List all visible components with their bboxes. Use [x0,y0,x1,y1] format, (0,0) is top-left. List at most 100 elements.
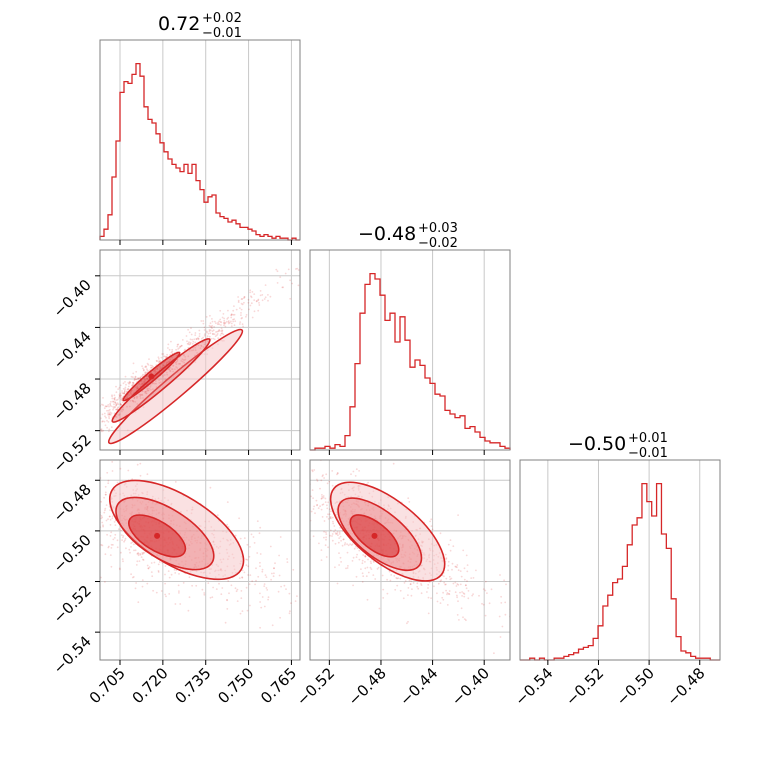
scatter-point [103,511,106,514]
scatter-point [122,382,125,385]
scatter-point [205,330,208,333]
scatter-point [167,347,169,349]
scatter-point [168,348,171,351]
scatter-point [410,580,413,583]
scatter-point [187,328,190,331]
scatter-point [146,564,149,567]
scatter-point [351,543,354,546]
scatter-point [83,427,85,429]
scatter-point [209,329,212,332]
scatter-point [107,412,110,414]
scatter-point [141,394,144,396]
scatter-point [33,464,35,466]
scatter-point [464,584,467,587]
scatter-point [215,331,217,333]
scatter-point [123,540,125,543]
scatter-point [212,329,215,332]
scatter-point [93,432,95,434]
scatter-point [122,409,125,411]
scatter-point [128,548,131,551]
scatter-point [186,343,189,345]
scatter-point [259,626,261,629]
scatter-point [213,333,216,336]
scatter-point [211,596,214,599]
scatter-point [116,539,119,542]
scatter-point [444,583,446,586]
scatter-point [203,326,206,329]
scatter-point [210,337,213,340]
scatter-point [259,565,261,568]
scatter-point [92,474,94,476]
scatter-point [109,515,111,518]
scatter-point [431,528,434,531]
scatter-point [376,568,379,570]
scatter-point [124,539,126,542]
scatter-point [230,314,233,316]
scatter-point [110,543,113,546]
scatter-point [108,416,110,418]
scatter-point [163,355,166,358]
scatter-point [241,569,244,572]
scatter-point [133,397,136,399]
scatter-point [303,532,305,534]
scatter-point [429,520,431,523]
scatter-point [223,321,226,324]
scatter-point [202,320,205,322]
scatter-point [136,397,138,399]
scatter-point [247,574,250,576]
scatter-point [211,324,214,327]
x-tick-label-2-0: −0.54 [511,664,556,709]
scatter-point [243,297,245,299]
scatter-point [392,462,395,465]
scatter-point [167,343,170,346]
scatter-point [116,481,119,484]
scatter-point [267,299,269,302]
scatter-point [278,554,280,557]
scatter-point [145,365,147,368]
panel-frame [309,249,511,451]
scatter-point [358,470,360,472]
scatter-point [146,362,149,365]
scatter-point [187,355,190,358]
scatter-point [179,363,181,365]
scatter-point [499,636,502,638]
scatter-point [240,298,243,300]
scatter-point [463,593,466,595]
scatter-point [95,420,97,422]
scatter-point [102,420,104,422]
scatter-point [115,408,118,411]
scatter-point [96,409,98,411]
scatter-point [354,475,357,477]
scatter-point [158,379,161,382]
scatter-point [87,419,89,421]
scatter-point [447,543,450,546]
scatter-point [420,592,423,595]
scatter-point [243,296,246,298]
scatter-point [144,391,146,394]
scatter-point [55,490,57,492]
title-1-main: −0.48 [358,223,416,245]
scatter-point [101,430,103,433]
scatter-point [149,385,152,388]
scatter-point [96,438,98,440]
scatter-point [115,416,118,418]
scatter-point [111,395,113,398]
scatter-point [188,596,191,599]
scatter-point [144,371,147,373]
scatter-point [212,337,215,340]
scatter-point [320,559,323,561]
scatter-point [273,567,275,570]
scatter-point [209,325,212,328]
scatter-point [224,321,227,324]
scatter-point [223,322,226,325]
scatter-point [360,568,362,570]
scatter-point [146,388,149,390]
scatter-point [339,535,342,538]
scatter-point [111,461,114,463]
scatter-point [327,518,330,520]
scatter-point [118,395,121,398]
title-param-0: 0.72 +0.02 −0.01 [158,11,242,41]
scatter-point [297,269,300,271]
scatter-point [289,297,292,300]
scatter-point [147,387,149,390]
